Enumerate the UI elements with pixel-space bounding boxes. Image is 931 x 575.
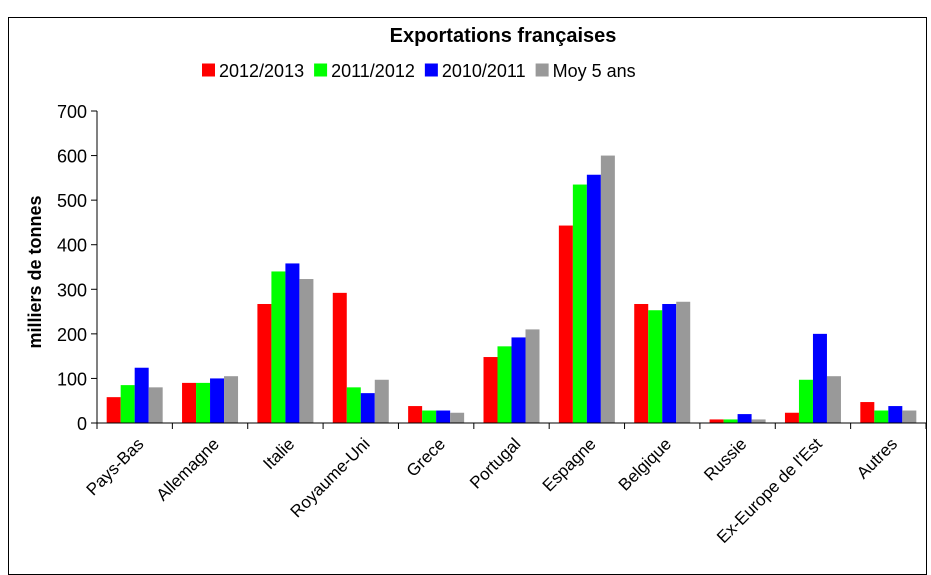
bar-grece-2011-2012 [422,410,437,423]
y-tick-label: 200 [57,325,87,345]
bar-grece-moy-5-ans [450,412,465,423]
legend-swatch [535,63,549,77]
bar-grece-2012-2013 [408,406,423,423]
bar-royaume-uni-moy-5-ans [374,379,389,423]
bar-espagne-2011-2012 [572,184,587,423]
bar-espagne-2012-2013 [558,225,573,423]
bar-autres-2010-2011 [888,406,903,423]
bar-portugal-2012-2013 [483,357,498,423]
legend-label: 2012/2013 [219,61,304,81]
bar-pays-bas-2011-2012 [120,385,135,423]
y-tick-label: 500 [57,191,87,211]
bar-allemagne-2011-2012 [196,382,211,423]
y-tick-label: 700 [57,102,87,122]
bar-autres-2012-2013 [860,402,875,423]
y-tick-label: 100 [57,369,87,389]
bar-russie-2010-2011 [737,414,752,423]
bar-royaume-uni-2012-2013 [332,292,347,423]
bar-ex-europe-de-l-est-moy-5-ans [826,376,841,423]
legend-swatch [424,63,438,77]
chart-border [8,17,927,575]
bar-russie-moy-5-ans [751,419,766,423]
bar-allemagne-2010-2011 [210,378,225,423]
chart-title: Exportations françaises [390,25,617,47]
bar-espagne-2010-2011 [586,174,601,423]
bar-espagne-moy-5-ans [600,155,615,424]
bar-autres-moy-5-ans [902,410,917,423]
bar-ex-europe-de-l-est-2010-2011 [812,333,827,423]
bar-russie-2012-2013 [709,419,724,423]
bar-italie-2011-2012 [271,271,286,423]
legend: 2012/2013 2011/2012 2010/2011 Moy 5 ans [202,61,636,81]
bar-autres-2011-2012 [874,410,889,423]
bar-belgique-moy-5-ans [676,301,691,423]
legend-label: 2010/2011 [442,61,526,81]
bar-belgique-2012-2013 [634,303,649,423]
bar-allemagne-moy-5-ans [224,376,239,423]
bar-russie-2011-2012 [723,419,738,423]
bar-italie-moy-5-ans [299,279,314,423]
bars [106,155,917,424]
bar-italie-2010-2011 [285,263,300,423]
legend-label: 2011/2012 [331,61,415,81]
bar-royaume-uni-2011-2012 [346,387,361,423]
y-tick-label: 400 [57,236,87,256]
y-axis-label: milliers de tonnes [25,195,45,348]
y-tick-label: 0 [77,414,87,434]
y-tick-label: 600 [57,147,87,167]
bar-portugal-moy-5-ans [525,329,540,423]
bar-ex-europe-de-l-est-2012-2013 [784,412,799,423]
bar-belgique-2010-2011 [662,303,677,423]
legend-swatch [314,63,328,77]
bar-portugal-2011-2012 [497,346,512,423]
bar-pays-bas-2012-2013 [106,397,121,423]
bar-italie-2012-2013 [257,303,272,423]
bar-pays-bas-2010-2011 [134,367,149,423]
legend-swatch [202,63,215,77]
y-tick-label: 300 [57,280,87,300]
legend-label: Moy 5 ans [553,61,636,81]
bar-portugal-2010-2011 [511,337,526,423]
bar-grece-2010-2011 [436,410,451,423]
bar-belgique-2011-2012 [648,310,663,423]
y-axis-ticks: 0 100 200 300 400 500 600 700 [57,102,97,434]
bar-ex-europe-de-l-est-2011-2012 [798,379,813,423]
bar-allemagne-2012-2013 [182,382,197,423]
bar-royaume-uni-2010-2011 [360,393,375,423]
bar-pays-bas-moy-5-ans [148,387,163,423]
